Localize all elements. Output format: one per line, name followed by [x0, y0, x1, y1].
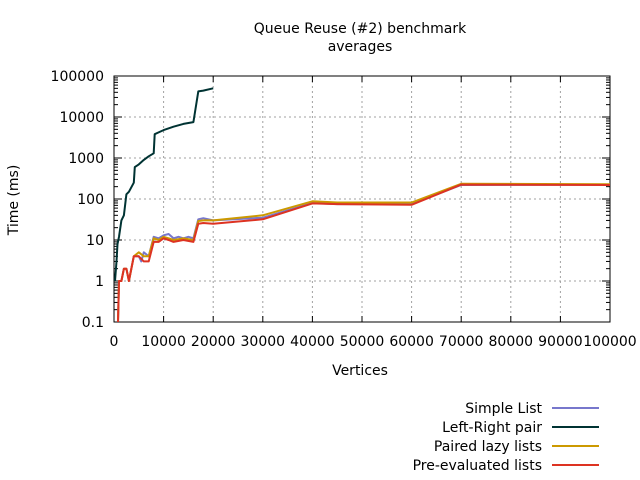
x-tick-label: 80000: [489, 334, 534, 350]
chart-title-line-2: averages: [328, 39, 393, 55]
x-tick-label: 60000: [389, 334, 434, 350]
series-line-pre-evaluated-lists: [117, 183, 611, 323]
legend-label-left-right-pair: Left-Right pair: [442, 420, 542, 436]
x-axis: 0 10000 20000 30000 40000 50000 60000 70000 8000…: [110, 76, 637, 350]
y-tick-label: 100000: [51, 69, 104, 85]
series-line-left-right-pair: [114, 87, 214, 282]
x-tick-label: 70000: [439, 334, 484, 350]
y-tick-label: 10000: [59, 110, 104, 126]
legend: Simple List Left-Right pair Paired lazy li…: [413, 401, 599, 474]
legend-label-paired-lazy-lists: Paired lazy lists: [434, 439, 542, 455]
y-axis-label: Time (ms): [6, 165, 22, 237]
x-tick-label: 40000: [290, 334, 335, 350]
chart-title-line-1: Queue Reuse (#2) benchmark: [254, 21, 467, 37]
x-tick-label: 20000: [191, 334, 236, 350]
y-tick-label: 100: [77, 192, 104, 208]
y-tick-label: 1: [95, 274, 104, 290]
y-tick-label: 1000: [68, 151, 104, 167]
y-axis: 0.1 1 10 100 1000 10000 100000: [51, 69, 610, 331]
y-tick-label: 10: [86, 233, 104, 249]
x-tick-label: 10000: [141, 334, 186, 350]
x-tick-label: 0: [110, 334, 119, 350]
x-axis-label: Vertices: [332, 363, 388, 379]
legend-label-pre-evaluated-lists: Pre-evaluated lists: [413, 458, 542, 474]
x-tick-label: 90000: [538, 334, 583, 350]
x-tick-label: 100000: [583, 334, 636, 350]
legend-label-simple-list: Simple List: [465, 401, 542, 417]
y-tick-label: 0.1: [82, 315, 104, 331]
x-tick-label: 50000: [340, 334, 385, 350]
series-lines: [114, 87, 611, 323]
x-tick-label: 30000: [241, 334, 286, 350]
grid: [114, 76, 610, 322]
